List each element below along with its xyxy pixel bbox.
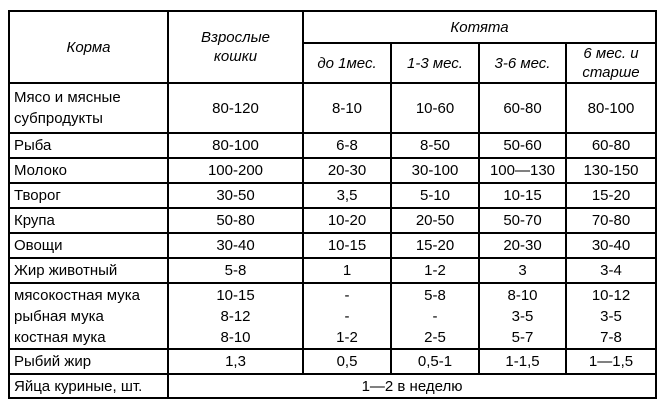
cell-value: 0,5-1	[390, 348, 480, 375]
cell-value: - - 1-2	[302, 282, 392, 350]
cell-value: 100-200	[167, 157, 304, 184]
cell-value: 1-2	[390, 257, 480, 284]
header-kittens: Котята	[301, 10, 658, 44]
cell-value: 130-150	[564, 157, 658, 184]
table-row: Рыбий жир 1,3 0,5 0,5-1 1-1,5 1—1,5	[8, 348, 658, 375]
row-label: Рыбий жир	[8, 348, 169, 375]
cell-value: 80-100	[167, 132, 304, 159]
cell-value: 8-50	[390, 132, 480, 159]
cell-value: 10-60	[390, 82, 480, 134]
row-label: Крупа	[8, 207, 169, 234]
cell-value: 10-15	[302, 232, 392, 259]
row-label: Молоко	[8, 157, 169, 184]
header-adult-cats: Взрослые кошки	[167, 10, 304, 84]
cell-value: 10-15 8-12 8-10	[167, 282, 304, 350]
cell-value: 0,5	[302, 348, 392, 375]
table-row: Творог 30-50 3,5 5-10 10-15 15-20	[8, 182, 658, 209]
table-row: Овощи 30-40 10-15 15-20 20-30 30-40	[8, 232, 658, 259]
cell-value: 20-30	[302, 157, 392, 184]
cell-value: 3,5	[302, 182, 392, 209]
header-kitten-1-3mo: 1-3 мес.	[390, 42, 480, 84]
cell-value: 80-100	[564, 82, 658, 134]
cell-value: 50-60	[478, 132, 567, 159]
cell-value: 70-80	[564, 207, 658, 234]
table-row: Яйца куриные, шт. 1—2 в неделю	[8, 373, 658, 399]
cell-value: 30-40	[167, 232, 304, 259]
row-label: Жир животный	[8, 257, 169, 284]
cell-value: 30-40	[564, 232, 658, 259]
row-label: Овощи	[8, 232, 169, 259]
feeding-norms-table: Корма Взрослые кошки Котята до 1мес. 1-3…	[8, 10, 658, 399]
cell-value: 80-120	[167, 82, 304, 134]
table-row: Жир животный 5-8 1 1-2 3 3-4	[8, 257, 658, 284]
cell-value: 1,3	[167, 348, 304, 375]
table-row: мясокостная мука рыбная мука костная мук…	[8, 282, 658, 350]
cell-value: 100—130	[478, 157, 567, 184]
cell-value: 3-4	[564, 257, 658, 284]
cell-value: 20-30	[478, 232, 567, 259]
cell-value: 30-100	[390, 157, 480, 184]
cell-value: 20-50	[390, 207, 480, 234]
row-label: Яйца куриные, шт.	[8, 373, 169, 399]
row-label: мясокостная мука рыбная мука костная мук…	[8, 282, 169, 350]
cell-value: 15-20	[564, 182, 658, 209]
header-kitten-3-6mo: 3-6 мес.	[478, 42, 567, 84]
cell-value: 30-50	[167, 182, 304, 209]
cell-value: 6-8	[302, 132, 392, 159]
table-row: Рыба 80-100 6-8 8-50 50-60 60-80	[8, 132, 658, 159]
table-row: Мясо и мясные субпродукты 80-120 8-10 10…	[8, 82, 658, 134]
cell-value-merged: 1—2 в неделю	[166, 373, 658, 399]
cell-value: 50-80	[167, 207, 304, 234]
row-label: Творог	[8, 182, 169, 209]
cell-value: 10-20	[302, 207, 392, 234]
cell-value: 60-80	[478, 82, 567, 134]
cell-value: 50-70	[478, 207, 567, 234]
cell-value: 8-10 3-5 5-7	[478, 282, 567, 350]
header-kitten-6mo-plus: 6 мес. и старше	[564, 42, 658, 84]
cell-value: 5-8 - 2-5	[390, 282, 480, 350]
header-kitten-under-1mo: до 1мес.	[302, 42, 392, 84]
header-feed: Корма	[8, 10, 169, 84]
cell-value: 3	[478, 257, 567, 284]
row-label: Мясо и мясные субпродукты	[8, 82, 169, 134]
cell-value: 10-15	[478, 182, 567, 209]
cell-value: 10-12 3-5 7-8	[564, 282, 658, 350]
cell-value: 8-10	[302, 82, 392, 134]
table-row: Молоко 100-200 20-30 30-100 100—130 130-…	[8, 157, 658, 184]
cell-value: 1-1,5	[478, 348, 567, 375]
cell-value: 1—1,5	[564, 348, 658, 375]
cell-value: 5-8	[167, 257, 304, 284]
cell-value: 5-10	[390, 182, 480, 209]
table-row: Крупа 50-80 10-20 20-50 50-70 70-80	[8, 207, 658, 234]
cell-value: 1	[302, 257, 392, 284]
cell-value: 15-20	[390, 232, 480, 259]
cell-value: 60-80	[564, 132, 658, 159]
row-label: Рыба	[8, 132, 169, 159]
